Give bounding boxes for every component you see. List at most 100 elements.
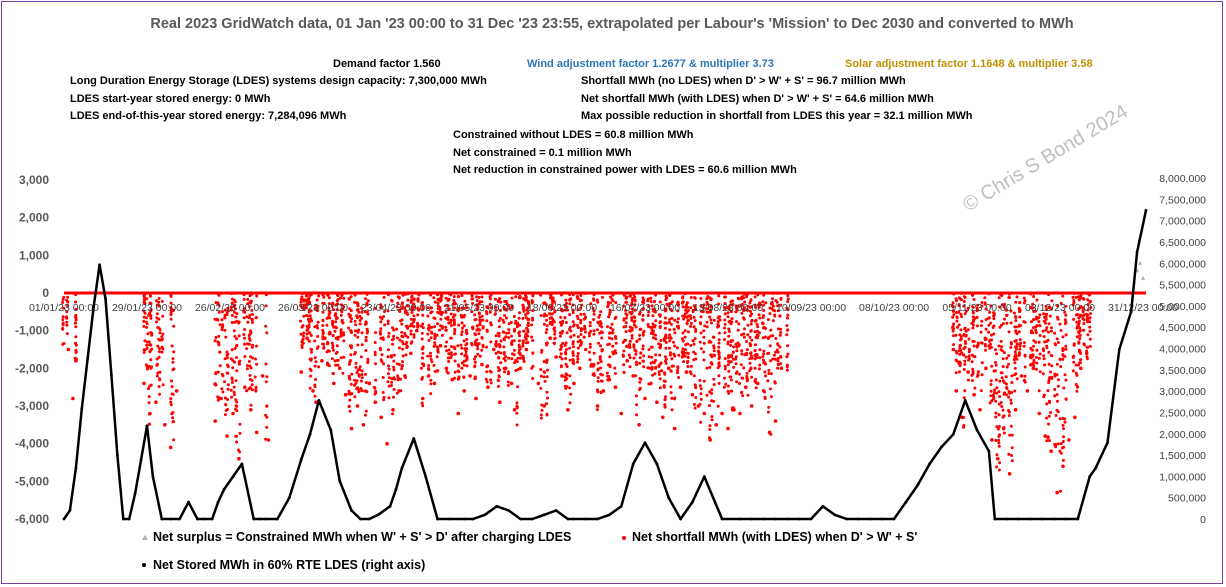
shortfall-point (462, 375, 466, 379)
shortfall-point (769, 372, 773, 376)
shortfall-point (631, 374, 635, 378)
shortfall-point (622, 293, 626, 297)
shortfall-point (446, 299, 450, 302)
shortfall-point (726, 426, 730, 431)
shortfall-point (970, 373, 974, 377)
shortfall-point (722, 385, 726, 389)
shortfall-point (451, 315, 455, 319)
shortfall-point (1055, 490, 1059, 495)
shortfall-point (575, 323, 579, 327)
shortfall-point (729, 343, 732, 347)
shortfall-point (596, 300, 600, 304)
shortfall-point (563, 316, 567, 320)
shortfall-point (564, 298, 568, 302)
shortfall-point (497, 355, 501, 359)
stored-point (412, 437, 416, 440)
shortfall-point (456, 309, 460, 313)
shortfall-point (502, 345, 506, 349)
shortfall-point (776, 309, 780, 313)
shortfall-point (1001, 357, 1005, 361)
shortfall-point (613, 366, 617, 370)
shortfall-point (559, 315, 563, 319)
shortfall-point (1088, 329, 1092, 333)
shortfall-point (957, 310, 961, 314)
shortfall-point (334, 326, 338, 330)
shortfall-point (380, 317, 384, 321)
shortfall-point (255, 344, 258, 348)
shortfall-point (172, 367, 176, 371)
shortfall-point (515, 404, 519, 408)
shortfall-point (596, 361, 600, 365)
shortfall-point (1079, 358, 1083, 362)
shortfall-point (1007, 354, 1011, 358)
shortfall-point (1075, 335, 1079, 339)
shortfall-point (221, 325, 225, 329)
shortfall-point (348, 409, 352, 413)
shortfall-point (578, 366, 582, 371)
shortfall-point (667, 304, 671, 308)
shortfall-point (71, 396, 75, 401)
shortfall-point (756, 325, 760, 329)
shortfall-point (524, 295, 528, 299)
shortfall-point (994, 411, 998, 415)
shortfall-point (996, 427, 1000, 431)
shortfall-point (773, 309, 777, 313)
shortfall-point (429, 382, 433, 386)
shortfall-point (374, 362, 378, 366)
shortfall-point (1014, 315, 1018, 318)
shortfall-point (1064, 313, 1068, 317)
shortfall-point (1063, 420, 1067, 424)
shortfall-point (629, 303, 633, 307)
shortfall-point (335, 308, 339, 312)
shortfall-point (522, 305, 525, 309)
shortfall-point (1046, 389, 1050, 393)
shortfall-point (1059, 442, 1063, 446)
shortfall-point (527, 305, 531, 309)
shortfall-point (762, 303, 766, 307)
shortfall-point (641, 307, 645, 311)
shortfall-point (235, 337, 239, 341)
shortfall-point (1078, 361, 1082, 365)
shortfall-point (967, 358, 970, 362)
shortfall-point (1007, 296, 1011, 299)
shortfall-point (400, 367, 404, 371)
shortfall-point (694, 357, 698, 361)
shortfall-point (238, 422, 242, 426)
shortfall-point (641, 344, 645, 348)
shortfall-point (339, 313, 343, 317)
shortfall-point (539, 416, 543, 420)
shortfall-point (689, 344, 693, 347)
shortfall-point (1049, 329, 1053, 333)
shortfall-point (213, 419, 217, 423)
shortfall-point (340, 303, 344, 307)
shortfall-point (170, 379, 173, 383)
shortfall-point (673, 397, 676, 401)
shortfall-point (997, 441, 1001, 445)
shortfall-point (61, 321, 65, 325)
shortfall-point (438, 328, 442, 332)
shortfall-point (359, 379, 363, 383)
shortfall-point (265, 375, 269, 379)
shortfall-point (740, 352, 744, 356)
shortfall-point (741, 376, 745, 380)
shortfall-point (1064, 344, 1068, 348)
shortfall-point (954, 333, 958, 337)
shortfall-point (1010, 381, 1014, 384)
shortfall-point (530, 335, 534, 339)
shortfall-point (776, 357, 780, 360)
shortfall-point (576, 346, 580, 350)
shortfall-point (746, 304, 750, 308)
shortfall-point (583, 347, 588, 352)
shortfall-point (763, 370, 767, 374)
shortfall-point (723, 365, 727, 368)
left-tick-label: 1,000 (19, 248, 49, 262)
shortfall-point (517, 343, 521, 347)
shortfall-point (255, 362, 259, 366)
shortfall-point (161, 383, 165, 387)
stored-point (1106, 441, 1109, 445)
shortfall-point (1053, 443, 1057, 446)
shortfall-point (250, 383, 254, 387)
shortfall-point (299, 319, 303, 323)
shortfall-point (66, 304, 70, 308)
shortfall-point (676, 303, 680, 307)
